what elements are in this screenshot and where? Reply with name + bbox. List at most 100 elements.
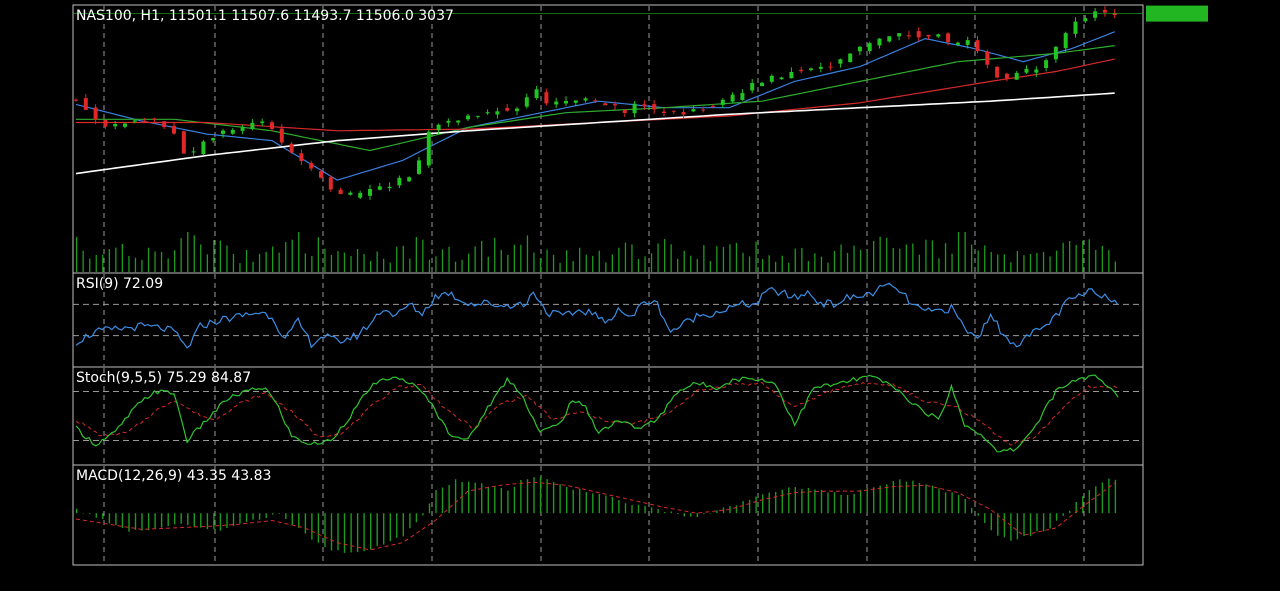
- macd-histogram-bar: [415, 513, 418, 523]
- macd-histogram-bar: [441, 487, 444, 514]
- candle-body: [809, 68, 813, 70]
- volume-bar: [160, 251, 163, 272]
- macd-signal-line: [75, 481, 1115, 551]
- volume-bar: [115, 247, 117, 272]
- macd-histogram-bar: [971, 508, 973, 514]
- macd-histogram-bar: [167, 513, 169, 527]
- volume-bar: [402, 245, 404, 272]
- candle-body: [554, 101, 559, 105]
- volume-bar: [722, 247, 725, 272]
- volume-bar: [977, 250, 979, 272]
- volume-bar: [278, 252, 280, 272]
- candle-body: [897, 33, 902, 37]
- volume-bar: [448, 246, 450, 272]
- volume-bar: [1029, 254, 1032, 272]
- macd-histogram-bar: [219, 513, 222, 531]
- candle-body: [1093, 11, 1098, 18]
- macd-histogram-bar: [500, 488, 502, 514]
- volume-bar: [781, 255, 783, 272]
- volume-bar: [481, 240, 483, 272]
- volume-bar: [82, 250, 84, 272]
- macd-panel: [75, 476, 1117, 553]
- volume-bar: [807, 261, 809, 272]
- volume-bar: [1114, 261, 1116, 272]
- macd-histogram-bar: [690, 513, 692, 517]
- candle-body: [603, 103, 608, 106]
- macd-histogram-bar: [552, 482, 555, 514]
- rsi-panel: [73, 282, 1143, 349]
- macd-histogram-bar: [1016, 513, 1019, 540]
- macd-histogram-bar: [918, 482, 921, 514]
- macd-histogram-bar: [343, 513, 346, 553]
- candle-body: [936, 34, 941, 37]
- macd-histogram-bar: [827, 492, 829, 514]
- candle-body: [769, 75, 774, 82]
- volume-bar: [840, 244, 842, 272]
- candle-body: [358, 192, 363, 198]
- volume-bar: [768, 255, 770, 272]
- candle-body: [1083, 18, 1088, 22]
- macd-histogram-bar: [964, 499, 966, 514]
- macd-histogram-bar: [775, 491, 777, 514]
- volume-bar: [298, 232, 300, 272]
- macd-histogram-bar: [677, 513, 679, 514]
- candle-body: [123, 123, 127, 127]
- macd-histogram-bar: [748, 499, 751, 514]
- volume-bar: [219, 240, 221, 272]
- macd-histogram-bar: [383, 513, 385, 545]
- macd-histogram-bar: [193, 513, 195, 527]
- macd-histogram-bar: [631, 505, 633, 514]
- volume-bar: [389, 262, 391, 272]
- macd-histogram-bar: [422, 513, 424, 516]
- volume-bar: [559, 262, 561, 272]
- candle-body: [534, 89, 539, 98]
- volume-bar: [76, 236, 78, 272]
- macd-histogram-bar: [938, 488, 940, 514]
- macd-histogram-bar: [409, 513, 411, 529]
- volume-bar: [428, 259, 431, 272]
- candle-body: [1024, 68, 1029, 73]
- volume-bar: [245, 249, 248, 272]
- macd-histogram-bar: [579, 488, 581, 514]
- volume-bar: [167, 258, 169, 272]
- volume-bar: [435, 256, 437, 272]
- macd-histogram-bar: [272, 513, 274, 515]
- macd-histogram-bar: [232, 513, 235, 526]
- macd-histogram-bar: [605, 495, 607, 514]
- panel-frames: [72, 4, 1144, 566]
- volume-bar: [775, 261, 777, 272]
- macd-histogram-bar: [611, 497, 614, 514]
- candle-body: [848, 53, 853, 62]
- macd-histogram-bar: [461, 482, 463, 514]
- candle-body: [328, 177, 333, 190]
- macd-histogram-bar: [1055, 513, 1058, 521]
- volume-bar: [206, 254, 208, 272]
- candle-body: [652, 104, 657, 110]
- macd-histogram-bar: [846, 494, 849, 514]
- volume-bar: [879, 236, 881, 272]
- rsi-line: [75, 282, 1119, 349]
- macd-histogram-bar: [160, 513, 163, 528]
- volume-bar: [938, 258, 940, 272]
- candle-body: [446, 120, 451, 123]
- volume-bar: [252, 261, 254, 272]
- macd-histogram-bar: [794, 487, 796, 514]
- candle-body: [250, 122, 255, 129]
- macd-histogram-bar: [683, 513, 685, 517]
- macd-histogram-bar: [703, 513, 705, 515]
- candle-body: [955, 42, 960, 45]
- macd-histogram-bar: [1069, 510, 1071, 514]
- volume-bar: [272, 246, 274, 272]
- volume-bar: [566, 250, 568, 272]
- macd-histogram-bar: [788, 487, 790, 514]
- volume-bar: [121, 243, 123, 272]
- volume-bar: [513, 244, 515, 272]
- macd-histogram-bar: [370, 513, 372, 550]
- macd-histogram-bar: [644, 505, 646, 514]
- volume-bar: [474, 246, 476, 272]
- volume-bar: [1088, 239, 1090, 272]
- macd-histogram-bar: [239, 513, 241, 524]
- volume-bar: [990, 252, 992, 272]
- volume-bar: [487, 256, 489, 272]
- macd-histogram-bar: [258, 513, 261, 520]
